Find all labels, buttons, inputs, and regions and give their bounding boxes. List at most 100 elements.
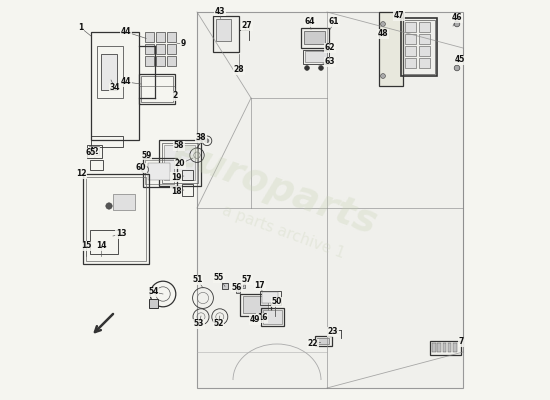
Text: 57: 57: [242, 276, 252, 284]
Text: 13: 13: [116, 230, 127, 238]
Text: 34: 34: [110, 84, 120, 92]
Bar: [90, 160, 103, 170]
Text: 65: 65: [85, 148, 95, 157]
Text: 9: 9: [180, 40, 186, 48]
Text: 54: 54: [148, 288, 159, 296]
Bar: [139, 74, 175, 104]
Text: 16: 16: [257, 314, 267, 322]
Bar: [156, 56, 165, 66]
Text: 55: 55: [214, 274, 224, 282]
Text: 53: 53: [194, 320, 204, 328]
Text: 44: 44: [121, 28, 131, 36]
Text: 47: 47: [394, 12, 404, 20]
Bar: [260, 291, 280, 305]
Circle shape: [454, 65, 460, 71]
Bar: [148, 163, 170, 180]
Text: 48: 48: [378, 30, 388, 38]
Text: 43: 43: [214, 7, 225, 16]
Bar: [83, 174, 149, 264]
Text: 19: 19: [171, 173, 182, 182]
Text: 38: 38: [196, 134, 206, 142]
Bar: [240, 294, 271, 316]
Bar: [156, 32, 165, 42]
Text: 56: 56: [232, 283, 242, 292]
Text: 44: 44: [121, 78, 131, 86]
Text: 60: 60: [136, 164, 146, 172]
Bar: [243, 296, 268, 313]
Bar: [401, 18, 437, 76]
Bar: [159, 140, 201, 186]
Text: 22: 22: [308, 340, 318, 348]
Bar: [113, 194, 135, 210]
Text: 49: 49: [250, 316, 260, 324]
Text: 18: 18: [171, 187, 182, 196]
Bar: [164, 145, 195, 180]
Text: 7: 7: [458, 338, 464, 346]
Text: 1: 1: [78, 24, 84, 32]
Text: 12: 12: [76, 170, 86, 178]
Bar: [301, 28, 329, 48]
Bar: [262, 292, 278, 303]
Circle shape: [305, 66, 310, 70]
Bar: [453, 343, 456, 352]
Text: 52: 52: [213, 320, 223, 328]
Bar: [403, 20, 435, 74]
Bar: [145, 44, 154, 54]
Text: 42: 42: [89, 148, 99, 156]
Bar: [90, 230, 118, 254]
Text: 46: 46: [452, 14, 462, 22]
Bar: [89, 146, 98, 155]
Circle shape: [454, 21, 460, 27]
Bar: [150, 299, 158, 308]
Text: 23: 23: [328, 328, 338, 336]
Text: 28: 28: [234, 66, 244, 74]
Bar: [216, 19, 231, 41]
Bar: [197, 12, 463, 388]
Bar: [162, 143, 198, 183]
Bar: [437, 343, 441, 352]
Bar: [145, 32, 154, 42]
Bar: [448, 343, 452, 352]
Text: 45: 45: [455, 56, 465, 64]
Bar: [213, 16, 239, 52]
Bar: [303, 50, 329, 64]
Circle shape: [141, 166, 148, 173]
Bar: [305, 51, 327, 62]
Bar: [91, 136, 123, 147]
Circle shape: [106, 203, 112, 209]
Bar: [405, 58, 416, 68]
Text: europarts: europarts: [168, 134, 382, 242]
Text: 59: 59: [141, 151, 151, 160]
Bar: [443, 343, 446, 352]
Bar: [405, 34, 416, 44]
Bar: [141, 76, 173, 102]
Text: 62: 62: [324, 44, 335, 52]
Circle shape: [205, 139, 209, 143]
Text: 14: 14: [96, 242, 106, 250]
Bar: [405, 22, 416, 32]
Bar: [304, 31, 324, 44]
Bar: [419, 22, 430, 32]
Text: 15: 15: [81, 242, 91, 250]
Bar: [405, 46, 416, 56]
Text: 50: 50: [272, 298, 282, 306]
Text: 63: 63: [324, 58, 335, 66]
Circle shape: [381, 74, 386, 78]
Bar: [419, 46, 430, 56]
Bar: [263, 310, 282, 324]
Bar: [317, 338, 329, 344]
Bar: [167, 32, 176, 42]
Bar: [86, 177, 146, 261]
Text: 64: 64: [305, 18, 315, 26]
Bar: [419, 34, 430, 44]
Bar: [315, 336, 332, 346]
Text: 2: 2: [172, 92, 178, 100]
Text: 51: 51: [192, 276, 203, 284]
Text: 17: 17: [255, 281, 265, 290]
Bar: [87, 145, 102, 158]
Bar: [182, 170, 192, 180]
Bar: [91, 32, 139, 140]
Bar: [167, 44, 176, 54]
Bar: [101, 54, 117, 90]
Bar: [143, 158, 177, 187]
